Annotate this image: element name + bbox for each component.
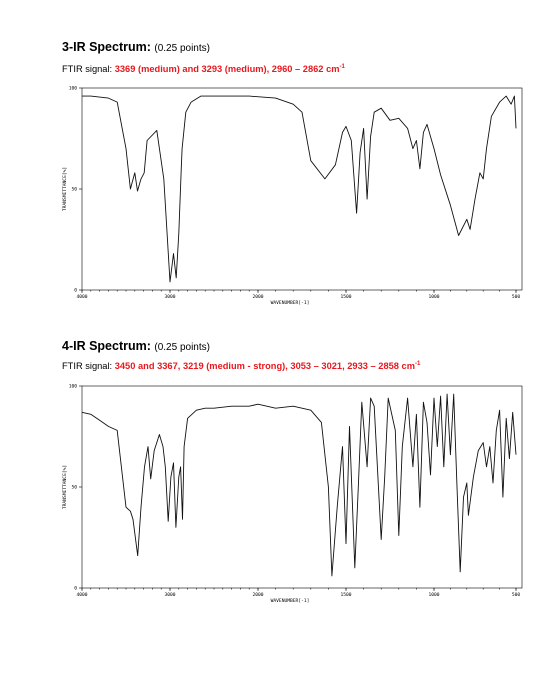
x-tick-label: 3000 (164, 592, 175, 598)
section-3-signal-label: FTIR signal: (62, 64, 113, 75)
x-tick-label: 500 (512, 294, 521, 300)
y-tick-label: 0 (74, 288, 77, 294)
section-3-signal: FTIR signal: 3369 (medium) and 3293 (med… (62, 64, 345, 74)
x-tick-label: 500 (512, 592, 521, 598)
spectrum-trace (82, 95, 517, 283)
x-tick-label: 1500 (340, 592, 351, 598)
y-tick-label: 100 (69, 86, 78, 92)
plot-frame (81, 87, 523, 291)
x-tick-label: 1000 (428, 592, 439, 598)
plot-frame (81, 385, 523, 589)
section-4-points: (0.25 points) (154, 342, 210, 353)
x-tick-label: 2000 (252, 294, 263, 300)
y-tick-label: 100 (69, 384, 78, 390)
section-3-signal-value: 3369 (medium) and 3293 (medium), 2960 – … (114, 64, 340, 75)
x-tick-label: 1500 (340, 294, 351, 300)
section-3-heading: 3-IR Spectrum: (0.25 points) (62, 40, 210, 54)
x-tick-label: 2000 (252, 592, 263, 598)
y-tick-label: 0 (74, 586, 77, 592)
x-axis-label: WAVENUMBER[-1] (271, 598, 310, 604)
section-4-heading: 4-IR Spectrum: (0.25 points) (62, 339, 210, 353)
y-tick-label: 50 (71, 187, 77, 193)
y-tick-label: 50 (71, 485, 77, 491)
x-tick-label: 4000 (76, 592, 87, 598)
x-tick-label: 4000 (76, 294, 87, 300)
section-3-title: 3-IR Spectrum: (62, 40, 151, 54)
section-4-signal-label: FTIR signal: (62, 361, 113, 372)
section-4-signal-value: 3450 and 3367, 3219 (medium - strong), 3… (114, 361, 415, 372)
y-axis-label: TRANSMITTANCE[%] (62, 167, 68, 211)
section-4-title: 4-IR Spectrum: (62, 339, 151, 353)
section-4-signal-sup: -1 (414, 361, 421, 367)
x-tick-label: 1000 (428, 294, 439, 300)
y-axis-label: TRANSMITTANCE[%] (62, 465, 68, 509)
section-3-signal-sup: -1 (339, 64, 345, 70)
section-4-signal: FTIR signal: 3450 and 3367, 3219 (medium… (62, 361, 420, 371)
x-tick-label: 3000 (164, 294, 175, 300)
spectrum-trace (81, 393, 517, 577)
section-3-points: (0.25 points) (154, 43, 210, 54)
x-axis-label: WAVENUMBER[-1] (271, 300, 310, 306)
